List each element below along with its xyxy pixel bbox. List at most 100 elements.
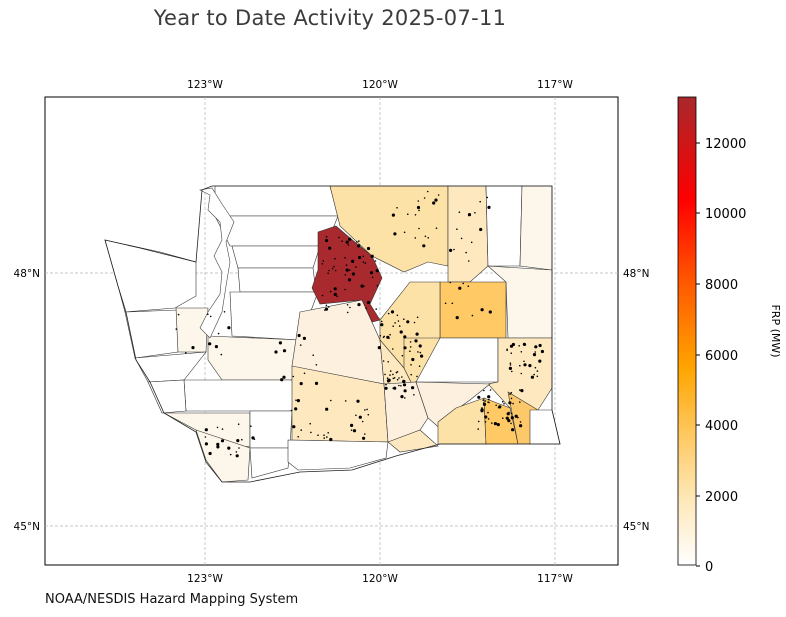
fire-point [338,236,340,239]
colorbar [677,96,697,566]
fire-point [374,260,377,262]
fire-point [484,400,487,402]
fire-point [398,377,400,379]
fire-point [458,211,461,213]
fire-point [506,412,510,416]
fire-point [375,269,379,273]
fire-point [399,330,403,334]
fire-point [484,421,487,423]
county-pacific [147,379,187,414]
fire-point [296,399,300,403]
fire-point [418,365,421,368]
fire-point [497,406,500,409]
fire-point [391,213,395,217]
fire-point [382,360,385,362]
map-title: Year to Date Activity 2025-07-11 [153,6,507,30]
fire-point [403,231,406,234]
fire-point [393,386,397,390]
fire-point [423,197,426,199]
county-lewis [183,379,296,412]
fire-point [488,310,492,314]
fire-point [344,274,347,276]
county-pend-oreille [519,185,553,271]
fire-point [392,348,394,350]
fire-detections [175,190,545,458]
fire-point [312,354,315,357]
fire-point [274,350,278,354]
fire-point [540,349,545,354]
fire-point [528,364,532,368]
fire-point [358,415,362,419]
fire-point [282,349,287,353]
fire-point [360,284,364,288]
fire-point [389,333,391,336]
fire-point [204,436,207,438]
fire-point [458,286,462,290]
fire-point [216,445,220,449]
fire-point [323,437,326,439]
fire-point [427,237,430,239]
fire-point [455,316,459,320]
fire-point [387,378,391,382]
fire-point [396,207,398,209]
fire-point [387,312,390,315]
colorbar-tick: 12000 [705,137,746,152]
fire-point [403,318,405,321]
fire-point [283,377,286,379]
fire-point [479,200,482,203]
fire-point [462,282,465,285]
fire-point [523,360,525,363]
fire-point [474,212,476,214]
fire-point [510,428,515,432]
fire-point [237,423,240,426]
fire-point [348,239,351,241]
county-whatcom [214,185,339,217]
fire-point [510,397,513,400]
fire-point [419,351,422,354]
fire-point [336,295,338,298]
county-ferry [447,185,489,283]
fire-point [329,437,333,442]
fire-point [207,313,209,316]
axis-ticks: 123°W 120°W 117°W 123°W 120°W 117°W 48°N… [14,79,650,585]
fire-point [417,200,420,202]
fire-point [321,294,324,297]
fire-point [352,429,357,433]
fire-point [409,346,412,348]
fire-point [392,387,395,390]
credit-text: NOAA/NESDIS Hazard Mapping System [45,592,299,607]
fire-point [325,238,329,243]
fire-point [325,304,328,307]
colorbar-ticks: 0 2000 4000 6000 8000 10000 12000 [696,137,746,575]
fire-point [377,346,381,350]
fire-point [217,332,220,335]
fire-point [510,422,512,425]
fire-point [407,213,409,215]
fire-point [395,371,398,374]
fire-point [214,345,218,349]
fire-point [297,436,300,438]
fire-point [220,439,225,443]
fire-point [536,370,539,372]
fire-point [471,314,474,317]
fire-point [362,255,365,258]
fire-point [323,434,325,437]
fire-point [302,336,306,340]
fire-point [467,285,470,288]
county-pierce [207,335,301,381]
fire-point [520,389,524,393]
left-lat-tick: 45°N [14,521,40,533]
top-lon-tick: 117°W [537,79,573,91]
fire-point [329,290,332,293]
fire-point [208,342,212,346]
fire-point [241,438,243,441]
fire-point [518,345,520,347]
fire-point [477,420,480,423]
fire-point [330,399,332,402]
fire-point [385,383,387,386]
fire-point [538,343,542,348]
fire-point [236,439,240,443]
fire-point [386,335,390,339]
fire-point [177,313,180,316]
fire-point [396,378,399,381]
